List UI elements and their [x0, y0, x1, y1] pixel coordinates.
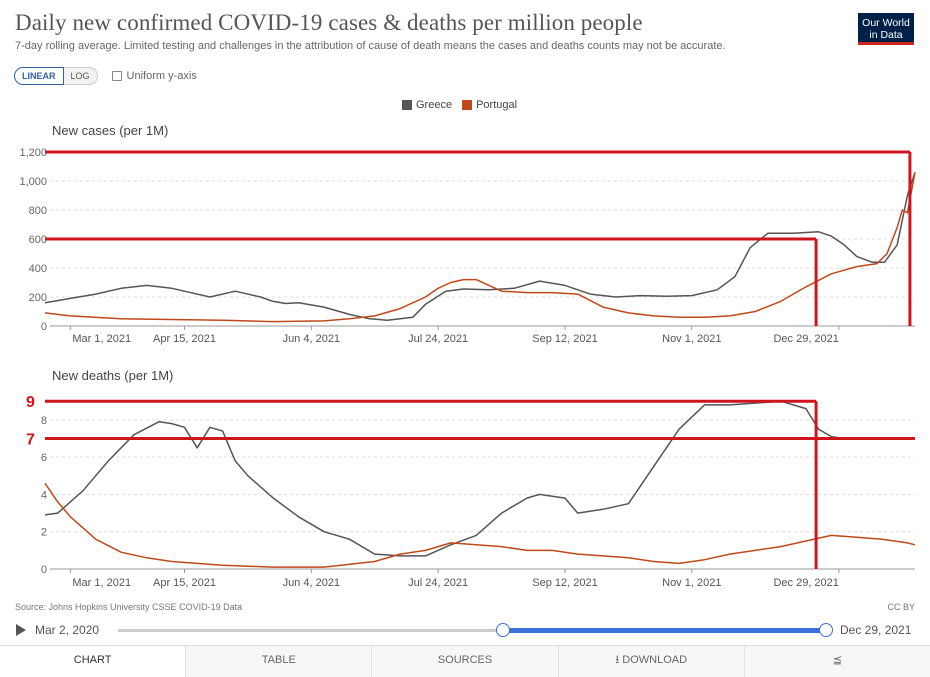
timeline-end-label: Dec 29, 2021 — [840, 623, 912, 637]
tab-chart[interactable]: CHART — [0, 646, 186, 677]
timeline-selected-range[interactable] — [503, 628, 826, 633]
y-tick-label: 1,000 — [19, 176, 47, 188]
owid-logo[interactable]: Our World in Data — [858, 13, 914, 45]
license-label[interactable]: CC BY — [887, 602, 915, 612]
log-toggle[interactable]: LOG — [63, 67, 98, 85]
x-tick-label: Jun 4, 2021 — [283, 333, 341, 345]
y-tick-label: 800 — [29, 205, 47, 217]
chart-subtitle: 7-day rolling average. Limited testing a… — [15, 40, 726, 52]
timeline-track[interactable] — [118, 629, 826, 632]
x-tick-label: Mar 1, 2021 — [72, 577, 131, 589]
y-tick-label: 8 — [41, 415, 47, 427]
tab-download[interactable]: ⭳ DOWNLOAD — [557, 646, 744, 677]
y-tick-label: 6 — [41, 452, 47, 464]
x-tick-label: Jun 4, 2021 — [283, 577, 341, 589]
source-note[interactable]: Source: Johns Hopkins University CSSE CO… — [15, 602, 243, 612]
y-tick-label: 200 — [29, 292, 47, 304]
logo-line-2: in Data — [869, 29, 903, 41]
tab-share[interactable]: ⪳ — [743, 646, 930, 677]
series-line-portugal — [44, 172, 916, 323]
tab-table[interactable]: TABLE — [185, 646, 371, 677]
y-tick-label: 0 — [41, 564, 47, 576]
y-tick-label: 1,200 — [19, 147, 47, 159]
x-tick-label: Jul 24, 2021 — [408, 333, 468, 345]
series-line-greece — [44, 172, 916, 321]
tab-sources[interactable]: SOURCES — [371, 646, 557, 677]
series-line-portugal — [44, 482, 916, 568]
legend-label-portugal: Portugal — [476, 99, 518, 111]
tab-bar: CHART TABLE SOURCES ⭳ DOWNLOAD ⪳ — [0, 645, 930, 677]
uniform-y-axis-checkbox[interactable] — [111, 71, 122, 81]
linear-toggle[interactable]: LINEAR — [14, 67, 64, 85]
tab-download-label: DOWNLOAD — [622, 654, 688, 666]
y-tick-label: 2 — [41, 527, 47, 539]
timeline-start-label: Mar 2, 2020 — [35, 623, 100, 637]
chart-title: Daily new confirmed COVID-19 cases & dea… — [15, 10, 643, 35]
x-tick-label: Sep 12, 2021 — [532, 577, 597, 589]
x-tick-label: Apr 15, 2021 — [153, 333, 216, 345]
y-tick-label: 400 — [29, 263, 47, 275]
legend-item-portugal[interactable]: Portugal — [462, 99, 517, 111]
logo-line-1: Our World — [862, 17, 910, 29]
x-tick-label: Sep 12, 2021 — [532, 333, 597, 345]
chart-area: New cases (per 1M) 0 200 400 600 800 1,000 1,20… — [19, 123, 916, 589]
x-tick-label: Dec 29, 2021 — [773, 577, 838, 589]
annotation-label-7: 7 — [26, 431, 35, 448]
scale-controls: LINEAR LOG Uniform y-axis — [14, 67, 197, 85]
x-tick-label: Apr 15, 2021 — [153, 577, 216, 589]
play-icon[interactable] — [16, 624, 26, 636]
legend: Greece Portugal — [402, 99, 527, 111]
legend-label-greece: Greece — [416, 99, 453, 111]
panel-title: New deaths (per 1M) — [52, 368, 173, 383]
uniform-y-axis-label[interactable]: Uniform y-axis — [126, 70, 197, 82]
annotation-label-9: 9 — [26, 394, 35, 411]
legend-swatch-greece — [402, 100, 412, 110]
timeline: Mar 2, 2020 Dec 29, 2021 — [0, 618, 930, 642]
timeline-start-handle[interactable] — [496, 623, 510, 637]
legend-item-greece[interactable]: Greece — [402, 99, 452, 111]
x-tick-label: Dec 29, 2021 — [773, 333, 838, 345]
x-tick-label: Nov 1, 2021 — [662, 333, 721, 345]
timeline-end-handle[interactable] — [819, 623, 833, 637]
x-tick-label: Jul 24, 2021 — [408, 577, 468, 589]
legend-swatch-portugal — [462, 100, 473, 110]
download-icon: ⭳ — [615, 654, 620, 666]
y-tick-label: 4 — [41, 489, 47, 501]
y-tick-label: 0 — [41, 321, 47, 333]
share-icon: ⪳ — [832, 654, 843, 666]
y-tick-label: 600 — [29, 234, 47, 246]
series-line-greece — [44, 400, 915, 557]
x-tick-label: Nov 1, 2021 — [662, 577, 721, 589]
panel-title: New cases (per 1M) — [52, 123, 168, 138]
x-tick-label: Mar 1, 2021 — [72, 333, 131, 345]
